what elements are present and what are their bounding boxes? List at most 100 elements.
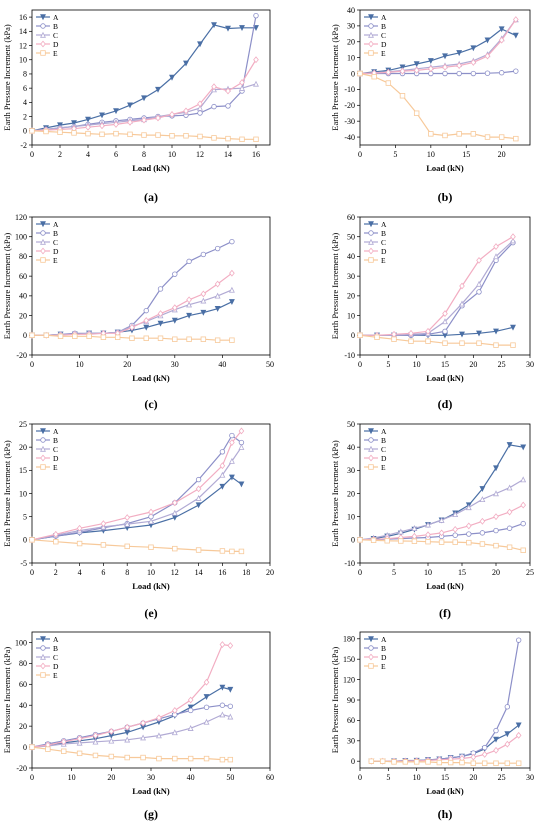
data-point — [238, 427, 245, 435]
data-point — [228, 286, 235, 293]
data-point — [428, 65, 434, 73]
y-tick-label: 8 — [23, 70, 27, 79]
y-tick-label: 20 — [19, 311, 27, 320]
data-point — [493, 490, 499, 497]
data-point — [40, 445, 46, 452]
data-point — [504, 731, 511, 738]
data-point — [391, 336, 397, 342]
data-point — [76, 524, 83, 532]
legend-label: A — [381, 13, 387, 22]
x-tick-label: 10 — [168, 150, 176, 159]
data-point — [203, 694, 210, 701]
data-point — [413, 61, 420, 68]
data-point — [368, 23, 374, 29]
x-axis-label: Load (kN) — [426, 581, 464, 591]
data-point — [155, 732, 162, 739]
legend-label: B — [381, 644, 386, 653]
data-point — [368, 257, 374, 263]
data-point — [203, 678, 210, 686]
legend-label: E — [381, 49, 386, 58]
data-point — [72, 333, 78, 339]
plot-frame — [31, 9, 271, 146]
data-point — [510, 324, 516, 331]
data-point — [399, 93, 406, 99]
data-point — [239, 79, 245, 86]
y-tick-label: 0 — [23, 743, 27, 752]
panel-label: (a) — [144, 190, 158, 204]
data-point — [76, 739, 83, 746]
data-point — [86, 333, 92, 339]
data-point — [172, 755, 178, 762]
y-tick-label: 50 — [347, 420, 355, 429]
x-tick-label: 6 — [114, 150, 118, 159]
data-point — [127, 118, 133, 126]
data-point — [476, 289, 482, 295]
x-tick-label: 50 — [226, 773, 234, 782]
data-point — [113, 120, 119, 128]
panel-label: (c) — [144, 397, 157, 411]
data-point — [456, 131, 462, 137]
data-point — [40, 221, 46, 228]
y-tick-label: 30 — [347, 466, 355, 475]
y-tick-label: -10 — [344, 351, 355, 360]
data-point — [470, 760, 477, 766]
x-tick-label: 60 — [266, 773, 274, 782]
y-tick-label: 40 — [19, 701, 27, 710]
data-point — [171, 707, 178, 714]
data-point — [428, 131, 434, 137]
x-tick-label: 30 — [526, 773, 534, 782]
legend-label: C — [53, 653, 58, 662]
data-point — [195, 485, 202, 493]
data-point — [510, 237, 516, 244]
data-point — [504, 740, 511, 748]
data-point — [45, 746, 51, 752]
data-point — [442, 132, 448, 139]
data-point — [61, 748, 67, 754]
data-point — [143, 324, 150, 331]
series-D — [357, 16, 519, 77]
data-point — [368, 50, 374, 56]
data-point — [183, 60, 189, 67]
y-axis-label: Earth Pressure Increment (kPa) — [2, 647, 12, 754]
data-point — [141, 95, 147, 102]
x-tick-label: 2 — [58, 150, 62, 159]
legend-label: D — [381, 247, 387, 256]
data-point — [479, 496, 486, 502]
data-point — [100, 334, 107, 340]
data-point — [391, 759, 397, 765]
y-tick-label: 20 — [347, 489, 355, 498]
data-point — [214, 337, 221, 343]
data-point — [399, 67, 406, 75]
data-point — [141, 132, 147, 138]
y-tick-label: 20 — [19, 443, 27, 452]
data-point — [513, 68, 519, 74]
series-A — [368, 722, 522, 765]
data-point — [85, 123, 91, 131]
data-point — [238, 481, 245, 488]
data-point — [484, 70, 491, 76]
data-point — [384, 538, 390, 544]
data-point — [438, 529, 445, 537]
x-tick-label: 16 — [218, 568, 226, 577]
panel-label: (e) — [144, 606, 157, 620]
y-tick-label: 0 — [351, 757, 355, 766]
data-point — [60, 738, 67, 746]
x-axis-label: Load (kN) — [426, 163, 464, 173]
series-line-D — [360, 236, 514, 336]
y-tick-label: 40 — [347, 6, 355, 15]
y-tick-label: 5 — [23, 512, 27, 521]
data-point — [368, 653, 374, 661]
data-point — [157, 286, 164, 292]
series-line-A — [31, 24, 256, 132]
x-tick-label: 0 — [358, 568, 362, 577]
data-point — [40, 437, 46, 443]
y-tick-label: 60 — [19, 272, 27, 281]
data-point — [100, 542, 107, 548]
data-point — [124, 520, 131, 527]
data-point — [195, 502, 202, 509]
x-tick-label: 8 — [142, 150, 146, 159]
data-point — [368, 445, 374, 452]
series-E — [29, 128, 259, 143]
data-point — [229, 548, 235, 555]
data-point — [368, 221, 374, 228]
